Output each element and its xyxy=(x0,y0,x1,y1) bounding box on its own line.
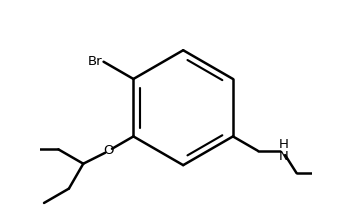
Text: Br: Br xyxy=(88,55,102,68)
Text: H
N: H N xyxy=(279,138,289,163)
Text: O: O xyxy=(103,144,114,157)
